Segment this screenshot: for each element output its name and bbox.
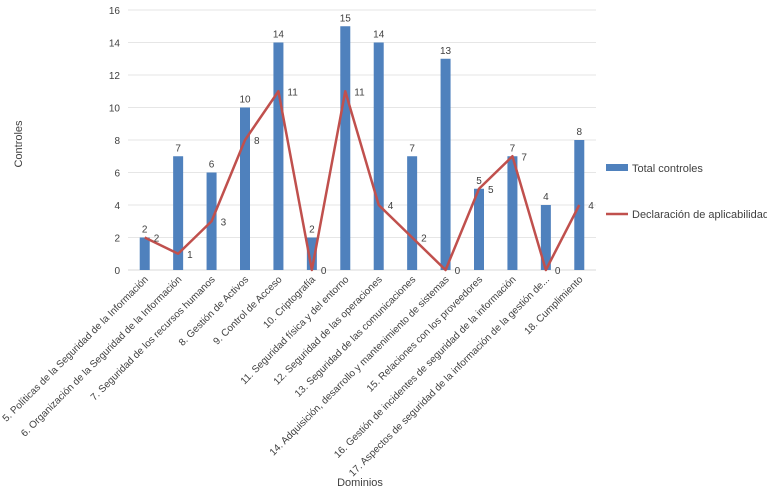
bar-data-label: 5: [476, 176, 482, 187]
x-tick-label: 7. Seguridad de los recursos humanos: [89, 274, 218, 403]
bar-data-label: 14: [273, 30, 285, 41]
line-data-label: 11: [287, 87, 298, 98]
line-data-label: 4: [388, 201, 394, 212]
bar: [173, 156, 184, 270]
bar: [474, 188, 484, 270]
y-tick-label: 4: [114, 201, 120, 212]
line-data-label: 8: [254, 136, 260, 147]
line-data-label: 0: [455, 266, 461, 277]
x-tick-label: 6. Organización de la Seguridad de la In…: [19, 274, 184, 439]
legend-swatch-total-controles: [606, 164, 628, 171]
line-data-label: 5: [488, 185, 494, 196]
bar: [540, 205, 551, 270]
bar-data-label: 7: [409, 143, 415, 154]
legend-label-total-controles: Total controles: [632, 163, 703, 175]
y-tick-label: 12: [109, 71, 121, 82]
bar: [407, 156, 418, 270]
x-axis-tick-labels: 5. Políticas de la Seguridad de la Infor…: [1, 274, 586, 479]
y-tick-label: 0: [114, 266, 120, 277]
y-axis-tick-labels: 0 2 4 6 8 10 12 14 16: [109, 6, 121, 277]
legend-label-declaracion: Declaración de aplicabilidad: [632, 209, 767, 221]
line-data-label: 0: [321, 266, 327, 277]
bar-data-label: 10: [239, 95, 251, 106]
bar-data-label: 8: [577, 127, 583, 138]
line-data-labels: 2 1 3 8 11 0 11 4 2 0 5 7 0 4: [154, 87, 595, 277]
bar: [507, 156, 518, 270]
x-tick-label: 18. Cumplimiento: [523, 274, 586, 337]
line-series: [144, 90, 581, 272]
x-tick-label: 5. Políticas de la Seguridad de la Infor…: [1, 274, 151, 424]
bar-data-label: 14: [373, 30, 385, 41]
y-tick-label: 6: [114, 169, 120, 180]
bar-data-label: 6: [209, 160, 215, 171]
bar-data-label: 4: [543, 192, 549, 203]
bar-data-label: 2: [142, 225, 148, 236]
y-tick-label: 8: [114, 136, 120, 147]
legend: Total controles Declaración de aplicabil…: [606, 163, 767, 221]
bar-data-label: 7: [175, 143, 181, 154]
bar-data-label: 2: [309, 225, 315, 236]
x-axis-title: Dominios: [337, 477, 383, 489]
y-tick-label: 10: [109, 104, 121, 115]
bar-data-label: 15: [340, 13, 352, 24]
x-tick-label: 13. Seguridad de las comunicaciones: [293, 274, 418, 399]
line-data-label: 11: [354, 87, 365, 98]
line-data-label: 2: [154, 234, 160, 245]
y-tick-label: 2: [114, 234, 120, 245]
line-data-label: 3: [221, 217, 227, 228]
y-tick-label: 16: [109, 6, 121, 17]
bar-data-label: 13: [440, 46, 452, 57]
bar: [273, 42, 284, 270]
gridlines: [128, 9, 596, 238]
bar: [373, 42, 384, 270]
y-axis-title: Controles: [13, 120, 25, 168]
line-data-label: 4: [588, 201, 594, 212]
bar: [139, 237, 150, 270]
bar-data-labels: 2 7 6 10 14 2 15 14 7 13 5 7 4 8: [142, 13, 583, 235]
line-data-label: 1: [187, 250, 193, 261]
bar: [440, 58, 451, 270]
y-tick-label: 14: [109, 39, 121, 50]
bar: [340, 26, 351, 270]
line-data-label: 2: [421, 234, 427, 245]
bar-data-label: 7: [510, 143, 516, 154]
line-data-label: 7: [521, 152, 527, 163]
bar: [240, 107, 250, 270]
bar: [306, 237, 317, 270]
line-data-label: 0: [555, 266, 561, 277]
